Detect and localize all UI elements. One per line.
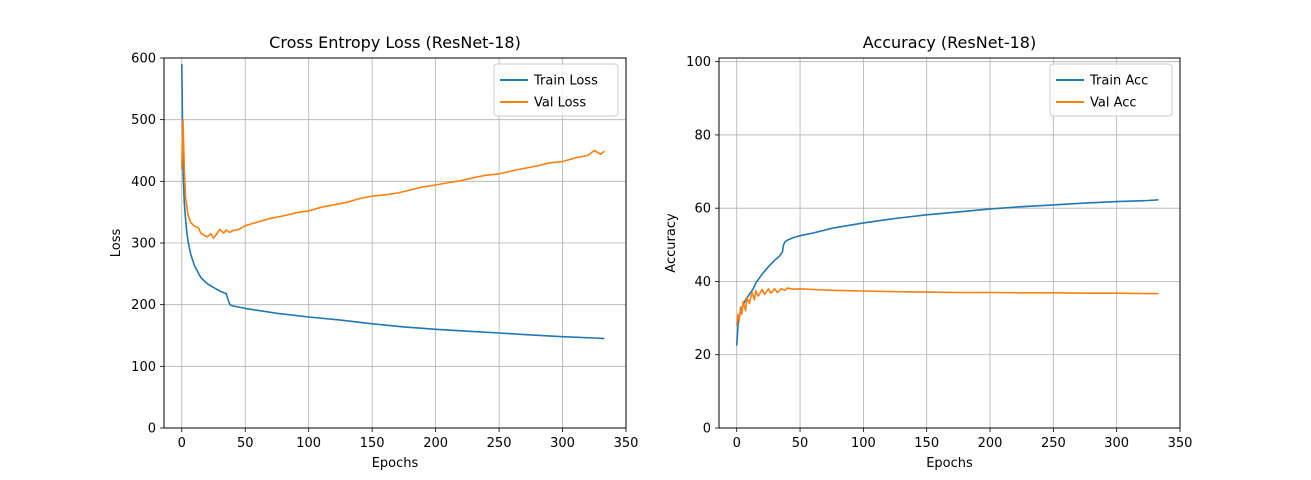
- accuracy-x-axis-label: Epochs: [926, 456, 973, 471]
- loss-ticks: 0 50 100 150 200 250 300 350 0 100 200 300 400 500 600: [131, 52, 638, 452]
- loss-x-tick-label: 200: [423, 436, 448, 451]
- accuracy-y-axis-label: Accuracy: [664, 213, 679, 273]
- loss-y-tick-label: 200: [131, 298, 156, 313]
- loss-y-tick-label: 300: [131, 237, 156, 252]
- accuracy-legend-label-train: Train Acc: [1089, 74, 1148, 89]
- loss-x-tick-label: 100: [296, 436, 321, 451]
- accuracy-x-tick-label: 250: [1041, 436, 1066, 451]
- accuracy-series: [735, 199, 1159, 346]
- accuracy-x-tick-label: 350: [1168, 436, 1193, 451]
- loss-series: [181, 64, 605, 340]
- loss-x-tick-label: 350: [614, 436, 639, 451]
- accuracy-x-tick-label: 100: [851, 436, 876, 451]
- loss-series-train-line: [181, 64, 605, 340]
- loss-x-tick-label: 50: [237, 436, 254, 451]
- accuracy-axes-frame: [718, 57, 1181, 429]
- accuracy-legend: Train Acc Val Acc: [1049, 63, 1173, 117]
- loss-y-axis-label: Loss: [109, 229, 124, 258]
- accuracy-y-tick-label: 80: [694, 128, 711, 143]
- loss-x-tick-label: 300: [550, 436, 575, 451]
- loss-y-tick-label: 100: [131, 360, 156, 375]
- accuracy-chart: 0 50 100 150 200 250 300 350 0 20 40 60 80 100 Accura…: [664, 33, 1192, 471]
- accuracy-x-tick-label: 300: [1104, 436, 1129, 451]
- loss-y-tick-label: 600: [131, 52, 156, 67]
- accuracy-y-tick-label: 60: [694, 202, 711, 217]
- loss-legend-label-train: Train Loss: [533, 74, 598, 89]
- loss-y-tick-label: 500: [131, 113, 156, 128]
- accuracy-ticks: 0 50 100 150 200 250 300 350 0 20 40 60 80 100: [686, 55, 1192, 451]
- loss-legend: Train Loss Val Loss: [493, 63, 619, 117]
- accuracy-chart-title: Accuracy (ResNet-18): [863, 33, 1036, 52]
- loss-x-axis-label: Epochs: [372, 456, 419, 471]
- loss-y-tick-label: 0: [148, 422, 156, 437]
- accuracy-y-tick-label: 20: [694, 348, 711, 363]
- accuracy-x-tick-label: 150: [914, 436, 939, 451]
- loss-chart-title: Cross Entropy Loss (ResNet-18): [269, 33, 521, 52]
- accuracy-y-tick-label: 100: [686, 55, 711, 70]
- loss-y-tick-label: 400: [131, 175, 156, 190]
- loss-x-tick-label: 0: [178, 436, 186, 451]
- loss-x-tick-label: 250: [487, 436, 512, 451]
- loss-legend-label-val: Val Loss: [534, 96, 586, 111]
- accuracy-series-val-line: [735, 287, 1159, 326]
- accuracy-x-tick-label: 0: [733, 436, 741, 451]
- accuracy-legend-label-val: Val Acc: [1090, 96, 1137, 111]
- loss-chart: 0 50 100 150 200 250 300 350 0 100 200 300 400 500 600…: [109, 33, 638, 471]
- loss-x-tick-label: 150: [360, 436, 385, 451]
- loss-series-val-line: [181, 118, 605, 239]
- accuracy-x-tick-label: 200: [978, 436, 1003, 451]
- accuracy-y-tick-label: 40: [694, 275, 711, 290]
- accuracy-x-tick-label: 50: [792, 436, 809, 451]
- accuracy-y-tick-label: 0: [703, 422, 711, 437]
